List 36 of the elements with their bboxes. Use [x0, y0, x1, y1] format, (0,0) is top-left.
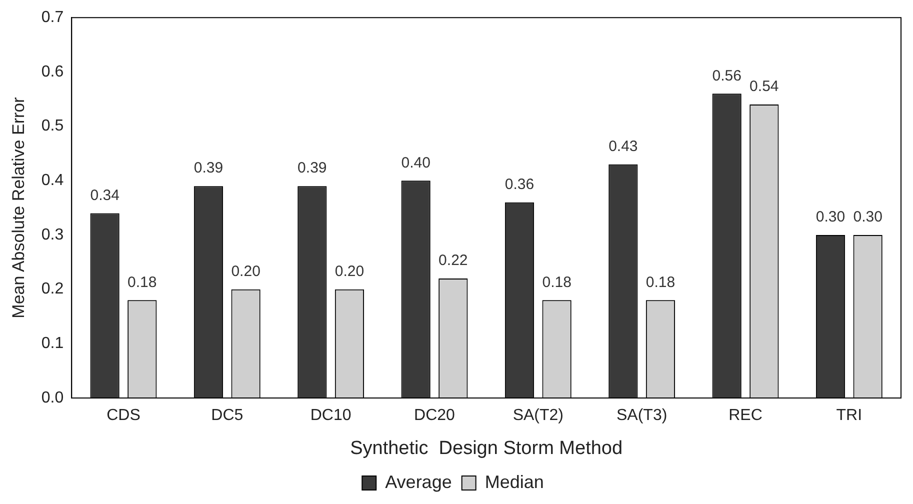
data-label: 0.34	[90, 186, 120, 204]
x-tick-label: SA(T2)	[512, 407, 564, 424]
data-label: 0.20	[231, 262, 260, 280]
y-tick-label: 0.4	[41, 172, 64, 190]
data-label: 0.20	[334, 262, 364, 280]
legend-label: Average	[385, 472, 452, 492]
x-tick-label: DC5	[211, 407, 244, 424]
y-axis-title: Mean Absolute Relative Error	[8, 96, 28, 318]
x-tick-label: REC	[728, 407, 762, 424]
x-tick-label: DC10	[310, 407, 352, 424]
data-label: 0.56	[712, 67, 742, 84]
x-tick-label: CDS	[106, 407, 140, 424]
y-tick-label: 0.5	[41, 118, 64, 135]
data-label: 0.30	[853, 208, 882, 226]
data-label: 0.43	[608, 138, 638, 155]
data-label: 0.18	[646, 274, 676, 291]
y-tick-label: 0.3	[41, 226, 64, 244]
x-tick-label: DC20	[414, 407, 456, 424]
x-axis-title: Synthetic Design Storm Method	[350, 438, 623, 459]
legend-label: Median	[484, 472, 544, 492]
x-tick-label: TRI	[836, 407, 862, 424]
data-label: 0.40	[401, 154, 430, 172]
y-tick-label: 0.0	[41, 389, 64, 406]
data-label: 0.36	[504, 176, 534, 194]
y-tick-label: 0.1	[41, 335, 64, 352]
data-label: 0.30	[816, 208, 846, 226]
data-label: 0.54	[750, 78, 779, 96]
data-label: 0.22	[438, 252, 468, 270]
y-tick-label: 0.6	[41, 63, 64, 80]
data-label: 0.39	[194, 160, 224, 177]
data-label: 0.39	[298, 160, 327, 177]
y-tick-label: 0.7	[41, 9, 64, 26]
y-tick-label: 0.2	[41, 280, 64, 298]
data-label: 0.18	[542, 274, 572, 291]
x-tick-label: SA(T3)	[616, 407, 668, 424]
data-label: 0.18	[128, 274, 157, 291]
